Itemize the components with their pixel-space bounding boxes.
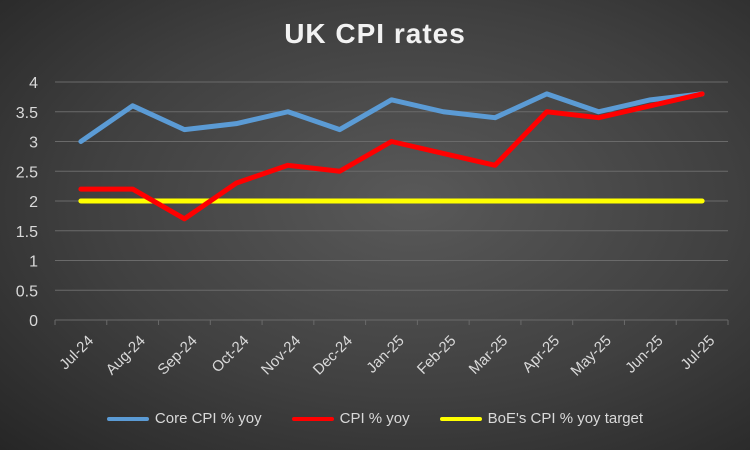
x-tick-label: Dec-24 — [310, 332, 356, 378]
x-tick-label: Jun-25 — [622, 332, 666, 376]
legend: Core CPI % yoy CPI % yoy BoE's CPI % yoy… — [0, 410, 750, 427]
x-tick-label: Oct-24 — [209, 332, 253, 376]
y-tick-label: 4 — [29, 75, 38, 92]
chart-title: UK CPI rates — [284, 18, 466, 49]
x-tick-label: Apr-25 — [519, 332, 563, 376]
y-tick-label: 1 — [29, 254, 38, 271]
x-tick-label: Feb-25 — [414, 332, 460, 378]
legend-label: Core CPI % yoy — [154, 410, 262, 427]
legend-item-core-cpi: Core CPI % yoy — [106, 410, 262, 427]
y-tick-label: 2.5 — [16, 164, 38, 181]
x-tick-label: Aug-24 — [103, 332, 149, 378]
legend-swatch-core-cpi — [106, 416, 149, 421]
legend-label: CPI % yoy — [339, 410, 410, 427]
legend-swatch-boe-target — [439, 416, 482, 421]
x-tick-label: Mar-25 — [466, 332, 512, 378]
y-tick-label: 0 — [29, 313, 38, 330]
x-tick-label: May-25 — [567, 332, 614, 379]
y-tick-label: 3.5 — [16, 105, 38, 122]
x-tick-label: Sep-24 — [154, 332, 200, 378]
x-tick-label: Jan-25 — [363, 332, 407, 376]
legend-item-boe-target: BoE's CPI % yoy target — [439, 410, 644, 427]
y-tick-label: 2 — [29, 194, 38, 211]
x-tick-label: Jul-24 — [56, 332, 97, 373]
y-tick-label: 0.5 — [16, 283, 38, 300]
legend-item-cpi: CPI % yoy — [291, 410, 410, 427]
x-tick-label: Jul-25 — [677, 332, 718, 373]
y-tick-label: 1.5 — [16, 224, 38, 241]
legend-swatch-cpi — [291, 416, 334, 421]
y-tick-label: 3 — [29, 135, 38, 152]
legend-label: BoE's CPI % yoy target — [487, 410, 644, 427]
x-tick-label: Nov-24 — [258, 332, 304, 378]
